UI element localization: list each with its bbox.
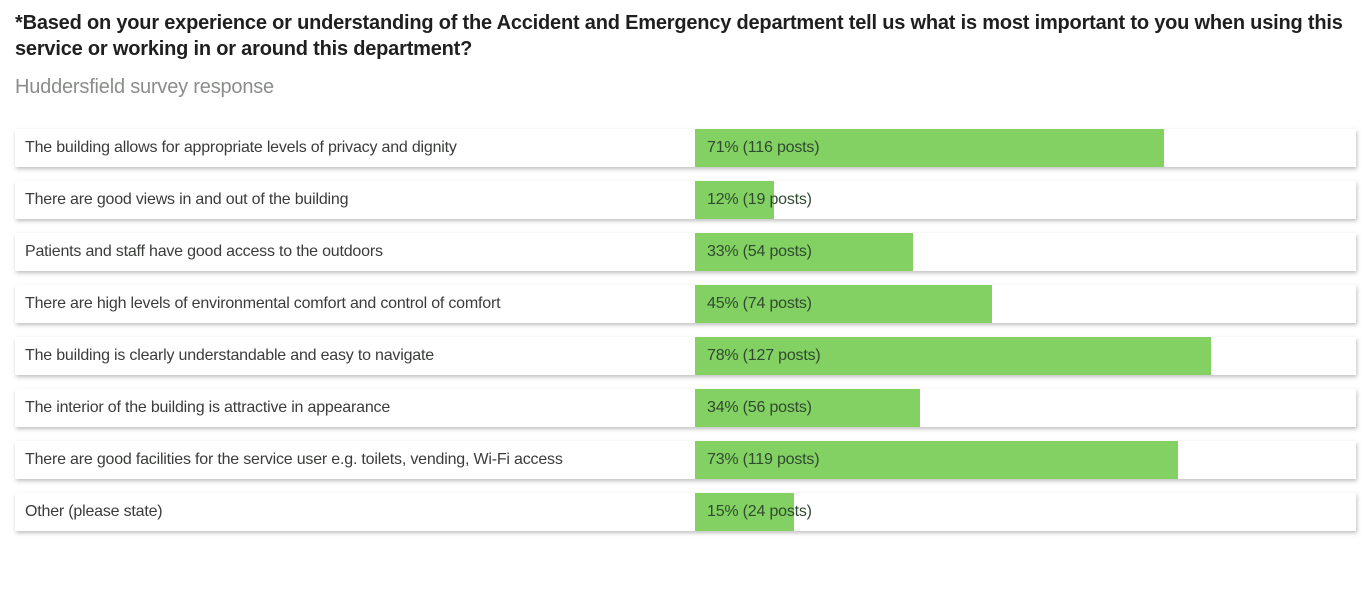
bar-label: The building allows for appropriate leve… (15, 129, 695, 167)
bar-row: There are high levels of environmental c… (15, 285, 1356, 323)
bar-zone: 45% (74 posts) (695, 285, 1356, 323)
bar-zone: 15% (24 posts) (695, 493, 1356, 531)
bar-zone: 71% (116 posts) (695, 129, 1356, 167)
survey-bar-chart: The building allows for appropriate leve… (15, 129, 1356, 531)
bar-row: Other (please state)15% (24 posts) (15, 493, 1356, 531)
bar-value-text: 33% (54 posts) (707, 243, 812, 261)
bar-value-text: 12% (19 posts) (707, 191, 812, 209)
bar-fill: 12% (19 posts) (695, 181, 774, 219)
bar-label: There are high levels of environmental c… (15, 285, 695, 323)
bar-label: The building is clearly understandable a… (15, 337, 695, 375)
bar-value-text: 78% (127 posts) (707, 347, 821, 365)
bar-row: There are good views in and out of the b… (15, 181, 1356, 219)
bar-row: There are good facilities for the servic… (15, 441, 1356, 479)
bar-value-text: 34% (56 posts) (707, 399, 812, 417)
bar-fill: 78% (127 posts) (695, 337, 1211, 375)
bar-fill: 15% (24 posts) (695, 493, 794, 531)
bar-row: Patients and staff have good access to t… (15, 233, 1356, 271)
bar-zone: 34% (56 posts) (695, 389, 1356, 427)
bar-label: The interior of the building is attracti… (15, 389, 695, 427)
bar-value-text: 15% (24 posts) (707, 503, 812, 521)
bar-value-text: 71% (116 posts) (707, 139, 819, 157)
bar-fill: 73% (119 posts) (695, 441, 1178, 479)
survey-subtitle: Huddersfield survey response (15, 76, 1356, 99)
bar-fill: 34% (56 posts) (695, 389, 920, 427)
bar-row: The building allows for appropriate leve… (15, 129, 1356, 167)
bar-label: There are good facilities for the servic… (15, 441, 695, 479)
bar-zone: 78% (127 posts) (695, 337, 1356, 375)
bar-zone: 33% (54 posts) (695, 233, 1356, 271)
bar-fill: 45% (74 posts) (695, 285, 992, 323)
bar-zone: 73% (119 posts) (695, 441, 1356, 479)
bar-fill: 71% (116 posts) (695, 129, 1164, 167)
bar-zone: 12% (19 posts) (695, 181, 1356, 219)
bar-row: The interior of the building is attracti… (15, 389, 1356, 427)
bar-fill: 33% (54 posts) (695, 233, 913, 271)
bar-label: Patients and staff have good access to t… (15, 233, 695, 271)
bar-value-text: 73% (119 posts) (707, 451, 819, 469)
bar-row: The building is clearly understandable a… (15, 337, 1356, 375)
bar-value-text: 45% (74 posts) (707, 295, 812, 313)
bar-label: Other (please state) (15, 493, 695, 531)
question-title: *Based on your experience or understandi… (15, 10, 1356, 62)
bar-label: There are good views in and out of the b… (15, 181, 695, 219)
